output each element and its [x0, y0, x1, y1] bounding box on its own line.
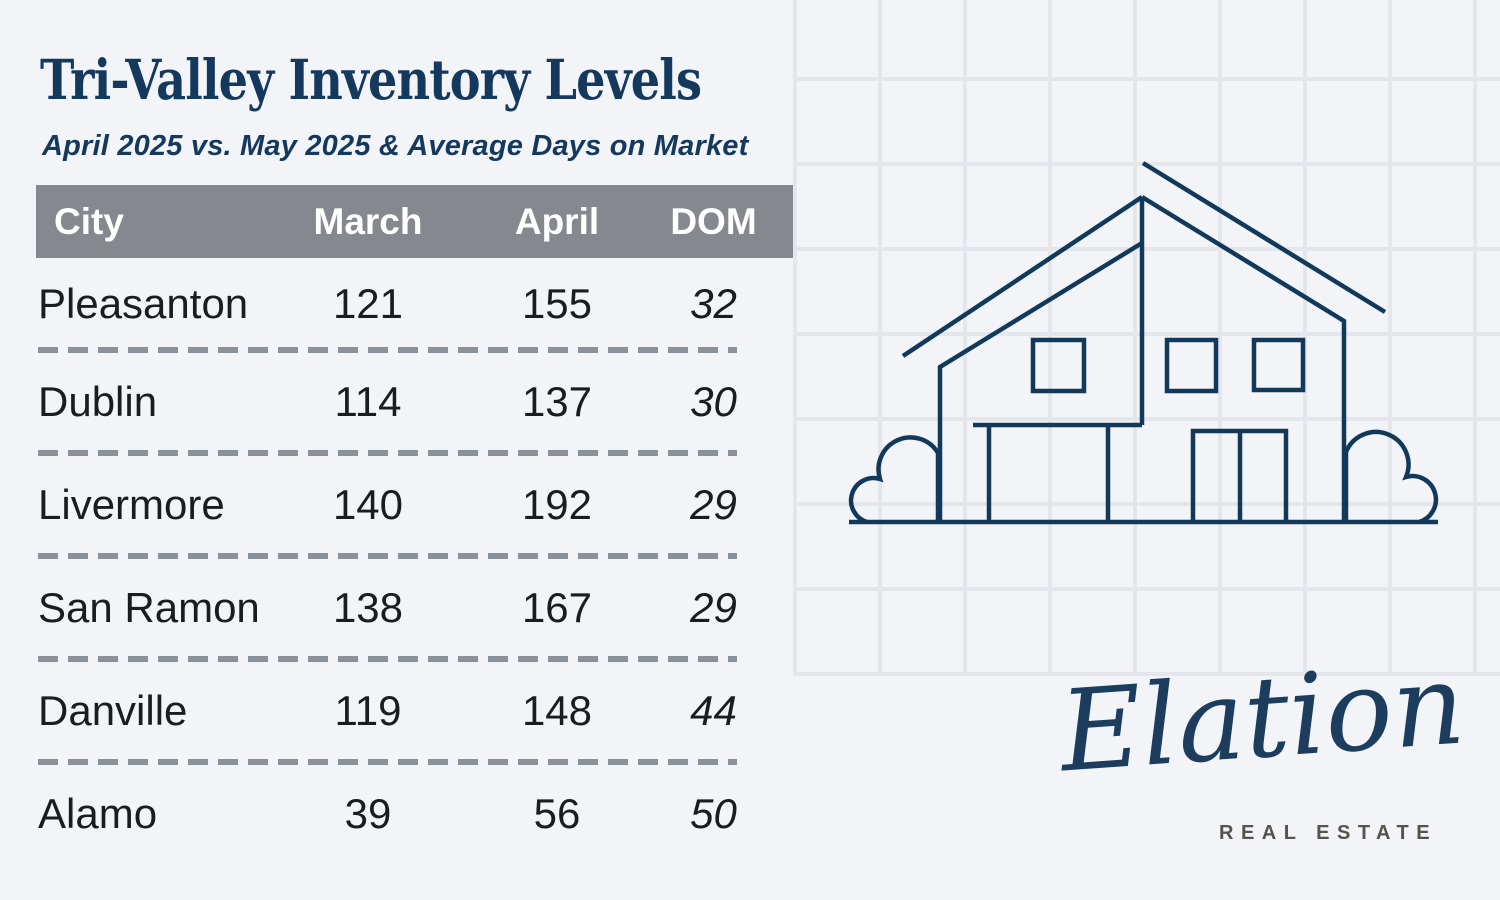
cell-dom: 44 [690, 686, 737, 734]
table-row-pleasanton: Pleasanton 121 155 32 [36, 258, 793, 353]
inventory-table: City March April DOM Pleasanton 121 155 … [36, 185, 793, 865]
cell-april: 56 [533, 789, 581, 837]
row-separator [38, 450, 737, 456]
house-inner-left-roof-and-wall [937, 241, 1144, 522]
cell-march: 39 [344, 789, 392, 837]
cell-april: 155 [521, 280, 593, 327]
cell-city: Danville [38, 686, 188, 734]
house-window-left [1030, 337, 1087, 394]
cell-city: Livermore [38, 480, 225, 528]
cell-march: 138 [332, 583, 404, 631]
bush-right [1343, 429, 1439, 525]
house-outer-left-roof [901, 195, 1144, 358]
cell-april: 148 [521, 686, 593, 734]
cell-dom: 50 [690, 789, 737, 837]
header-cell-march: March [313, 200, 423, 242]
grid-background [793, 0, 1500, 676]
cell-march: 140 [332, 480, 404, 528]
cell-april: 167 [521, 583, 593, 631]
row-separator [38, 553, 737, 559]
bush-left [848, 435, 941, 525]
cell-city: Pleasanton [38, 280, 249, 327]
table-row-livermore: Livermore 140 192 29 [36, 453, 793, 559]
cell-dom: 29 [690, 583, 737, 631]
cell-march: 114 [334, 377, 402, 425]
header-cell-dom: DOM [670, 200, 757, 242]
cell-april: 192 [521, 480, 593, 528]
logo-wordmark: Elation [1055, 639, 1469, 798]
table-row-san-ramon: San Ramon 138 167 29 [36, 556, 793, 662]
house-right-roof-and-wall [1140, 195, 1347, 522]
page-title-text: Tri-Valley Inventory Levels [40, 47, 702, 112]
header-cell-april: April [514, 200, 600, 242]
house-window-right-2 [1251, 337, 1306, 393]
table-row-dublin: Dublin 114 137 30 [36, 350, 793, 456]
table-row-alamo: Alamo 39 56 50 [36, 762, 793, 865]
house-window-right-1 [1164, 337, 1219, 394]
cell-dom: 32 [690, 280, 737, 327]
cell-march: 119 [334, 686, 402, 734]
logo-tagline: REAL ESTATE [1219, 822, 1438, 844]
page-subtitle: April 2025 vs. May 2025 & Average Days o… [42, 130, 749, 162]
house-detached-roofline [1141, 161, 1387, 314]
header-cell-city: City [54, 200, 124, 242]
table-header-row: City March April DOM [36, 185, 793, 258]
cell-dom: 30 [690, 377, 737, 425]
cell-april: 137 [521, 377, 593, 425]
cell-city: Alamo [38, 789, 158, 837]
cell-dom: 29 [690, 480, 737, 528]
page-title: Tri-Valley Inventory Levels [40, 47, 827, 112]
row-separator [38, 759, 737, 765]
row-separator [38, 347, 737, 353]
row-separator [38, 656, 737, 662]
cell-march: 121 [332, 280, 404, 327]
table-row-danville: Danville 119 148 44 [36, 659, 793, 765]
cell-city: Dublin [38, 377, 158, 425]
cell-city: San Ramon [38, 583, 260, 631]
